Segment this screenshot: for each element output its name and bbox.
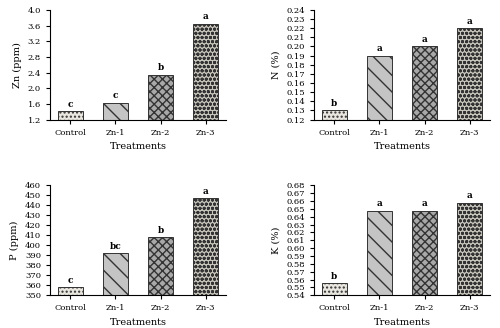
X-axis label: Treatments: Treatments [374,318,430,327]
Y-axis label: Zn (ppm): Zn (ppm) [13,42,22,88]
Text: b: b [158,226,164,235]
Text: b: b [158,63,164,72]
Bar [58,111,83,167]
Bar [322,111,347,229]
Text: b: b [332,272,338,281]
Text: a: a [202,12,208,21]
Bar [148,237,173,328]
Bar [367,211,392,328]
Bar [412,47,437,229]
Y-axis label: P (ppm): P (ppm) [10,221,19,260]
Text: c: c [68,100,73,109]
Bar [103,103,128,167]
Bar [367,55,392,229]
Bar [412,211,437,328]
Text: a: a [422,35,428,44]
Text: bc: bc [110,242,122,251]
Text: a: a [422,199,428,208]
X-axis label: Treatments: Treatments [110,318,166,327]
Text: a: a [376,44,382,53]
Bar [322,283,347,328]
Y-axis label: N (%): N (%) [272,51,280,79]
Bar [193,198,218,328]
Bar [457,28,482,229]
Text: a: a [466,17,472,26]
X-axis label: Treatments: Treatments [374,142,430,151]
Bar [58,287,83,328]
Text: a: a [466,191,472,200]
Text: a: a [202,187,208,196]
Bar [103,253,128,328]
Bar [457,203,482,328]
Text: c: c [112,91,118,100]
Bar [148,74,173,167]
Text: a: a [376,199,382,208]
X-axis label: Treatments: Treatments [110,142,166,151]
Y-axis label: K (%): K (%) [272,227,280,254]
Text: c: c [68,276,73,285]
Bar [193,24,218,167]
Text: b: b [332,99,338,108]
